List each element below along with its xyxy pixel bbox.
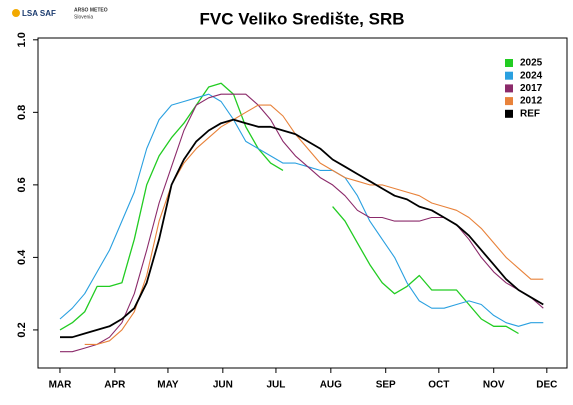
- y-tick-label: 1.0: [16, 32, 28, 47]
- x-tick-label: AUG: [320, 380, 342, 391]
- plot-box: [37, 37, 568, 369]
- y-tick-label: 0.2: [16, 322, 28, 337]
- logo-partner-sub: Slovenia: [74, 14, 93, 20]
- x-tick-label: MAR: [49, 380, 73, 391]
- x-tick-label: MAY: [157, 380, 179, 391]
- series-line: [59, 82, 519, 335]
- series-line: [59, 93, 544, 327]
- y-tick-label: 0.6: [16, 177, 28, 192]
- logo-partner: ARSO METEO: [74, 7, 108, 13]
- logo-icon: [12, 9, 20, 17]
- series-line: [60, 118, 544, 339]
- legend-swatch: [505, 84, 513, 93]
- x-tick-label: NOV: [483, 380, 505, 391]
- legend-label: 2024: [520, 70, 543, 81]
- x-tick-label: JUN: [213, 380, 233, 391]
- series-line: [60, 93, 544, 353]
- legend-label: REF: [520, 108, 540, 119]
- legend-swatch: [505, 71, 513, 80]
- x-tick-label: OCT: [428, 380, 449, 391]
- legend-swatch: [505, 59, 513, 67]
- legend-label: 2012: [520, 96, 543, 107]
- legend-label: 2017: [520, 83, 543, 94]
- series-line: [84, 104, 544, 345]
- legend-swatch: [505, 97, 513, 106]
- logo: LSA SAF ARSO METEO Slovenia: [12, 7, 108, 20]
- y-tick-label: 0.4: [16, 249, 28, 265]
- y-tick-label: 0.8: [16, 105, 28, 120]
- x-tick-label: DEC: [536, 380, 557, 391]
- legend-label: 2025: [520, 58, 543, 69]
- chart-title: FVC Veliko Središte, SRB: [199, 9, 404, 28]
- legend-swatch: [505, 109, 513, 118]
- x-tick-label: APR: [104, 380, 126, 391]
- x-tick-label: JUL: [266, 380, 285, 391]
- logo-text: LSA SAF: [22, 9, 56, 18]
- x-tick-label: SEP: [376, 380, 396, 391]
